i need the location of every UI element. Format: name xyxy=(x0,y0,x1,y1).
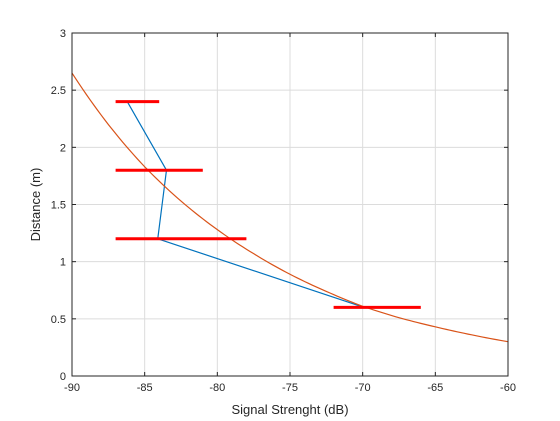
y-tick-label: 2 xyxy=(60,142,66,154)
x-axis-title: Signal Strenght (dB) xyxy=(231,402,348,417)
series-line-2 xyxy=(71,72,509,343)
x-tick-label: -70 xyxy=(355,382,371,394)
series-line-1 xyxy=(126,101,365,308)
y-tick-label: 0.5 xyxy=(51,314,66,326)
x-tick-label: -80 xyxy=(209,382,225,394)
y-tick-label: 0 xyxy=(60,371,66,383)
y-tick-label: 3 xyxy=(60,28,66,40)
x-tick-label: -60 xyxy=(500,382,516,394)
y-axis-title: Distance (m) xyxy=(28,168,43,242)
grid xyxy=(72,33,508,376)
error-bars xyxy=(115,100,421,309)
x-tick-label: -85 xyxy=(137,382,153,394)
x-tick-label: -90 xyxy=(64,382,80,394)
y-tick-label: 1 xyxy=(60,257,66,269)
series-layer xyxy=(71,72,509,343)
y-tick-label: 2.5 xyxy=(51,85,66,97)
x-tick-label: -65 xyxy=(427,382,443,394)
axis-ticks: -90 -85 -80 -75 -70 -65 -60 0 0.5 1 1.5 2 2.5 3 xyxy=(51,28,516,394)
x-tick-label: -75 xyxy=(282,382,298,394)
y-tick-label: 1.5 xyxy=(51,200,66,212)
